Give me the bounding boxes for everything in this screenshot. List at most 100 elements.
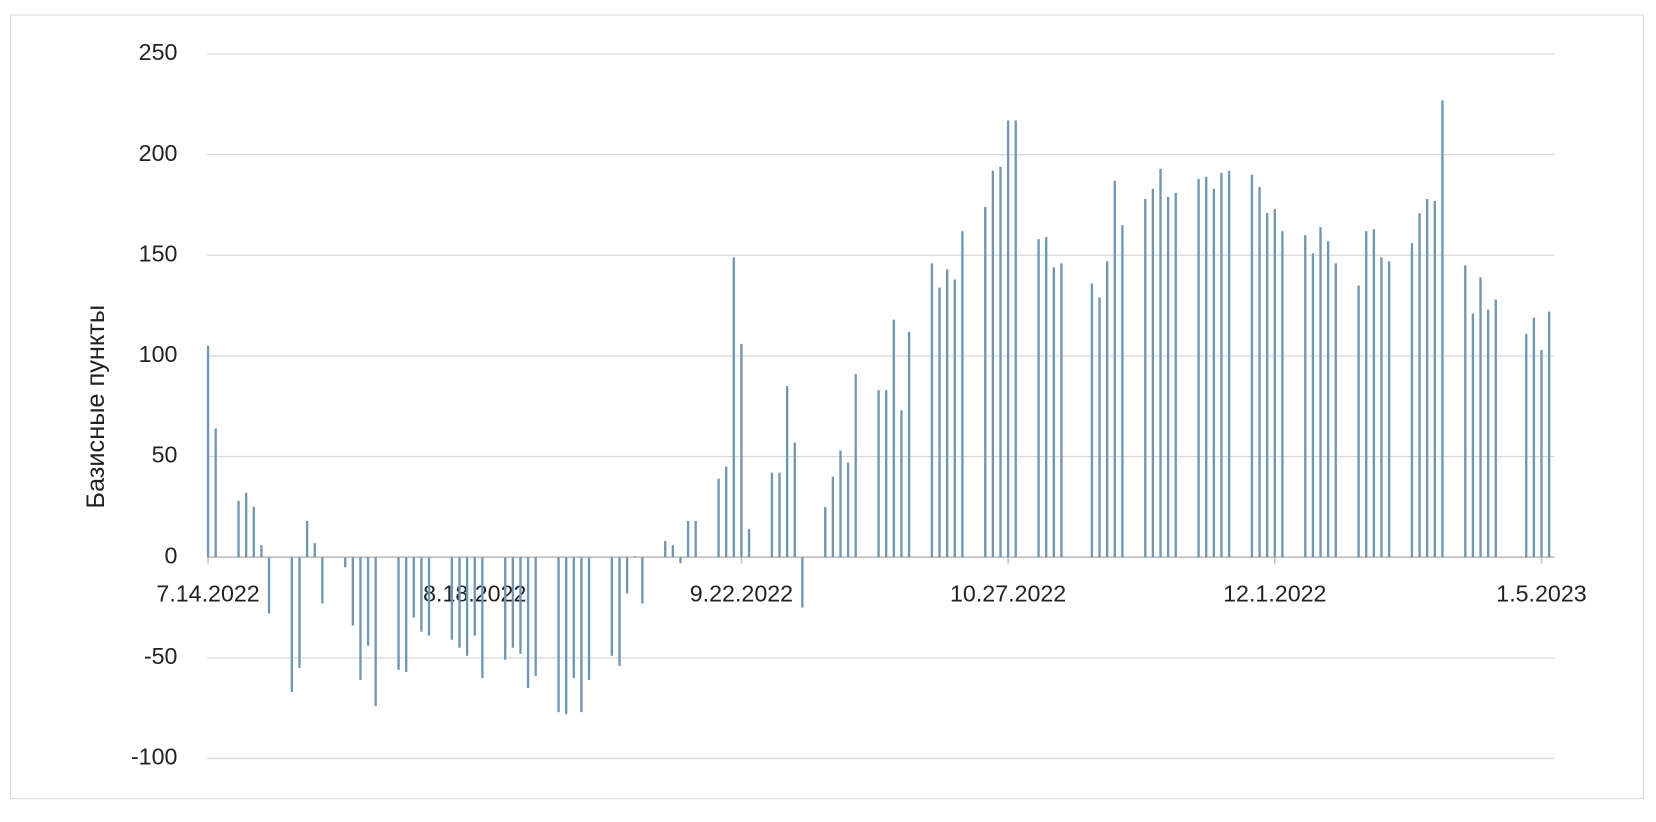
x-tick-label: 10.27.2022: [950, 580, 1066, 606]
bar: [344, 557, 347, 568]
bar: [991, 170, 995, 558]
bar: [298, 557, 301, 668]
bar: [481, 557, 484, 678]
bar: [290, 557, 294, 693]
bar: [1205, 176, 1208, 558]
bar: [831, 476, 835, 558]
bar: [260, 545, 263, 558]
bar: [824, 506, 827, 558]
bar: [892, 319, 895, 558]
bar: [458, 557, 461, 648]
bar: [1326, 241, 1330, 558]
bar: [1441, 100, 1444, 558]
bar: [1311, 253, 1315, 558]
bar: [427, 557, 431, 636]
bar: [999, 166, 1002, 558]
bar: [740, 343, 743, 558]
bar: [1098, 297, 1101, 558]
bar: [1006, 120, 1010, 558]
bar: [1547, 311, 1551, 558]
bar: [1365, 231, 1368, 558]
bar: [1052, 267, 1055, 558]
bar: [412, 557, 415, 618]
bar: [1494, 299, 1497, 558]
bar: [938, 287, 941, 558]
bar: [1464, 265, 1467, 558]
bar: [671, 545, 675, 558]
bar: [1471, 313, 1475, 558]
bar: [984, 206, 987, 558]
y-tick-label: 0: [165, 542, 178, 568]
bar: [557, 557, 560, 713]
bar: [420, 557, 423, 632]
bar: [1212, 188, 1216, 558]
bar: [610, 557, 614, 656]
bar: [686, 520, 690, 558]
bar: [1159, 168, 1162, 558]
bar: [1266, 213, 1269, 558]
bar: [854, 374, 857, 558]
bar: [770, 472, 774, 558]
bar: [526, 557, 530, 689]
bar: [1334, 263, 1337, 558]
bar: [1281, 231, 1284, 558]
bar: [1319, 227, 1322, 558]
bar: [511, 557, 515, 648]
y-tick-label: 250: [139, 39, 178, 65]
bar: [1113, 180, 1116, 558]
bar: [405, 557, 408, 672]
bar: [732, 257, 735, 558]
bar: [717, 478, 720, 558]
bar: [778, 472, 781, 558]
bar: [305, 520, 309, 558]
y-axis-label: Базисные пункты: [82, 305, 110, 509]
y-tick-label: 100: [139, 341, 178, 367]
bar: [519, 557, 522, 654]
bar: [313, 543, 316, 558]
bar: [1525, 333, 1528, 558]
bar: [1273, 209, 1276, 558]
bar: [930, 263, 934, 558]
bar: [1174, 192, 1177, 558]
bar: [206, 345, 210, 558]
y-tick-label: -50: [144, 643, 178, 669]
bar: [572, 557, 575, 678]
bar: [664, 541, 667, 558]
bar: [961, 231, 964, 558]
bar: [1106, 261, 1109, 558]
bar: [1540, 349, 1543, 558]
bar: [1426, 198, 1429, 558]
bar: [1014, 120, 1017, 558]
bar: [1060, 263, 1063, 558]
bar: [1220, 172, 1223, 558]
bar: [641, 557, 644, 604]
bar: [1410, 243, 1414, 558]
x-tick-label: 12.1.2022: [1223, 580, 1326, 606]
x-tick-label: 7.14.2022: [156, 580, 259, 606]
bar: [907, 331, 911, 558]
bar: [321, 557, 324, 604]
bar: [1433, 200, 1436, 558]
bar: [945, 269, 949, 558]
bar: [1144, 198, 1147, 558]
bar: [1197, 178, 1200, 558]
bar: [504, 557, 507, 660]
bar: [801, 557, 804, 608]
bar: [1121, 225, 1124, 558]
bar: [625, 557, 629, 594]
bar: [237, 500, 240, 558]
y-tick-label: -100: [131, 744, 177, 770]
bar: [725, 466, 728, 558]
bar: [1090, 283, 1094, 558]
bar: [618, 557, 621, 666]
bar: [397, 557, 400, 670]
bar: [450, 557, 454, 640]
y-tick-label: 150: [139, 240, 178, 266]
bar: [953, 279, 956, 558]
bar: [1250, 174, 1254, 558]
bar: [580, 557, 583, 713]
y-tick-label: 200: [139, 140, 178, 166]
chart-frame: [10, 14, 1644, 800]
bar: [633, 556, 636, 558]
bar: [1166, 196, 1170, 558]
